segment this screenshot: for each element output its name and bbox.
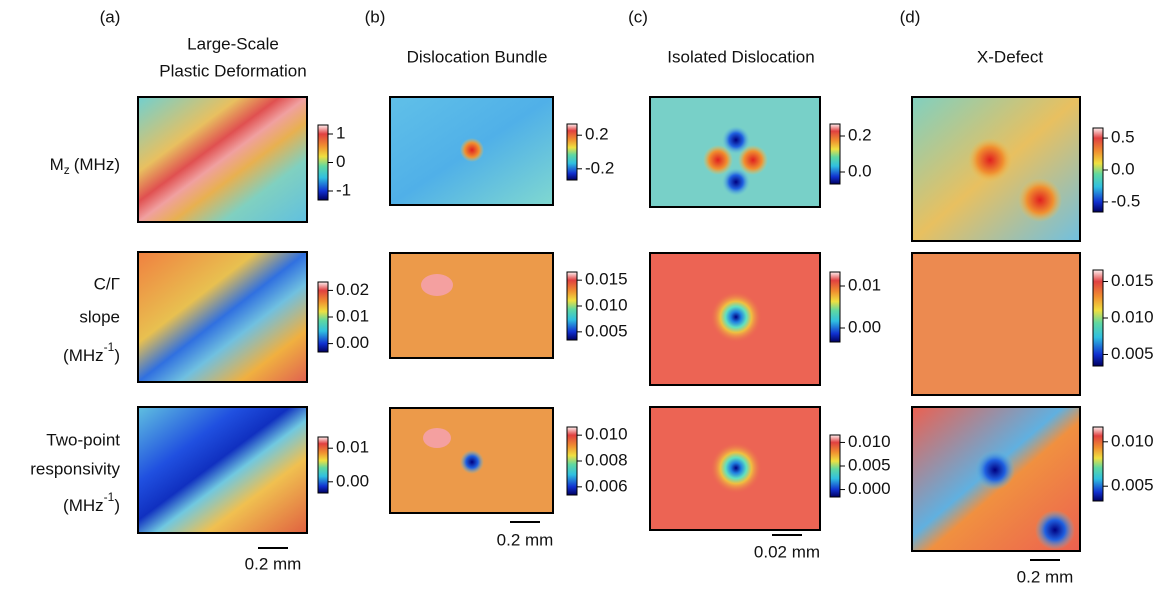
colorbar-tick-label: 0.02 [336,280,369,299]
colorbar-tick-label: 0.2 [585,125,609,144]
column-title: Plastic Deformation [159,61,306,80]
colorbar-tick-label: 0.0 [1111,159,1135,178]
colorbar-tick-label: 0.00 [336,471,369,490]
colorbar-tick-label: 0.000 [848,479,891,498]
map [390,253,553,358]
row-label: (MHz-1) [63,340,120,365]
colorbar-tick-label: 0.01 [336,306,369,325]
colorbar [830,124,840,184]
colorbar [830,272,840,342]
colorbar-tick-label: 0.010 [1111,307,1154,326]
colorbar-tick-label: 0.005 [585,321,628,340]
colorbar-tick-label: 0.01 [336,438,369,457]
feature [460,138,484,162]
unit-sup: -1 [104,490,115,504]
scale-bar-label: 0.2 mm [1017,567,1074,586]
scale-bar-label: 0.2 mm [497,530,554,549]
column-title: Dislocation Bundle [407,47,548,66]
row-label: C/Γ [94,274,120,293]
column-label: (a) [100,7,121,26]
colorbar [318,125,328,200]
row-label: Mz (MHz) [50,155,120,177]
colorbar-tick-label: 0.005 [1111,476,1154,495]
column-label: (c) [628,7,648,26]
colorbar-tick-label: 0 [336,152,345,171]
row-label: slope [79,307,120,326]
colorbar [830,435,840,497]
column-label: (b) [365,7,386,26]
feature [710,291,762,343]
unit-sup: -1 [104,340,115,354]
unit: ) [114,496,120,515]
row-label-main: M [50,155,64,174]
scale-bar-label: 0.2 mm [245,554,302,573]
colorbar [1093,427,1103,501]
row-label: Two-point [46,430,120,449]
colorbar [567,272,577,340]
colorbar-tick-label: 0.005 [1111,344,1154,363]
colorbar-tick-label: 0.00 [336,333,369,352]
unit: (MHz [63,496,104,515]
column-title: Isolated Dislocation [667,47,814,66]
colorbar-tick-label: 0.5 [1111,128,1135,147]
map [912,253,1080,395]
colorbar-tick-label: 0.010 [585,425,628,444]
colorbar [1093,270,1103,366]
scale-bar-label: 0.02 mm [754,542,820,561]
row-label: responsivity [30,459,120,478]
colorbar-tick-label: 0.015 [585,270,628,289]
feature [710,442,762,494]
colorbar [1093,128,1103,212]
unit: ) [114,346,120,365]
colorbar-tick-label: -0.2 [585,158,614,177]
colorbar [567,124,577,180]
feature [460,450,484,474]
colorbar [318,437,328,493]
column-title: X-Defect [977,47,1043,66]
colorbar [567,427,577,495]
colorbar-tick-label: 0.015 [1111,271,1154,290]
map [138,97,307,222]
feature [722,126,750,154]
colorbar-tick-label: 0.005 [848,455,891,474]
figure: Mz(MHz) C/Γ slope (MHz-1) Two-point resp… [0,0,1172,589]
row-label: (MHz-1) [63,490,120,515]
row-label-unit: (MHz) [74,155,120,174]
feature [722,168,750,196]
colorbar-tick-label: 0.0 [848,161,872,180]
feature [423,428,451,448]
colorbar-tick-label: 1 [336,123,345,142]
row-label-sub: z [64,163,70,177]
colorbar-tick-label: 0.2 [848,125,872,144]
feature [421,274,453,296]
feature [1018,178,1062,222]
colorbar [318,282,328,352]
colorbar-tick-label: 0.00 [848,317,881,336]
colorbar-tick-label: 0.01 [848,275,881,294]
colorbar-tick-label: 0.010 [585,295,628,314]
map [138,252,307,382]
colorbar-tick-label: -1 [336,180,351,199]
feature [975,450,1015,490]
feature [1035,510,1075,550]
colorbar-tick-label: 0.008 [585,450,628,469]
map [138,407,307,533]
column-label: (d) [900,7,921,26]
feature [968,138,1012,182]
colorbar-tick-label: -0.5 [1111,191,1140,210]
colorbar-tick-label: 0.010 [848,432,891,451]
colorbar-tick-label: 0.010 [1111,431,1154,450]
unit: (MHz [63,346,104,365]
colorbar-tick-label: 0.006 [585,476,628,495]
column-title: Large-Scale [187,34,279,53]
